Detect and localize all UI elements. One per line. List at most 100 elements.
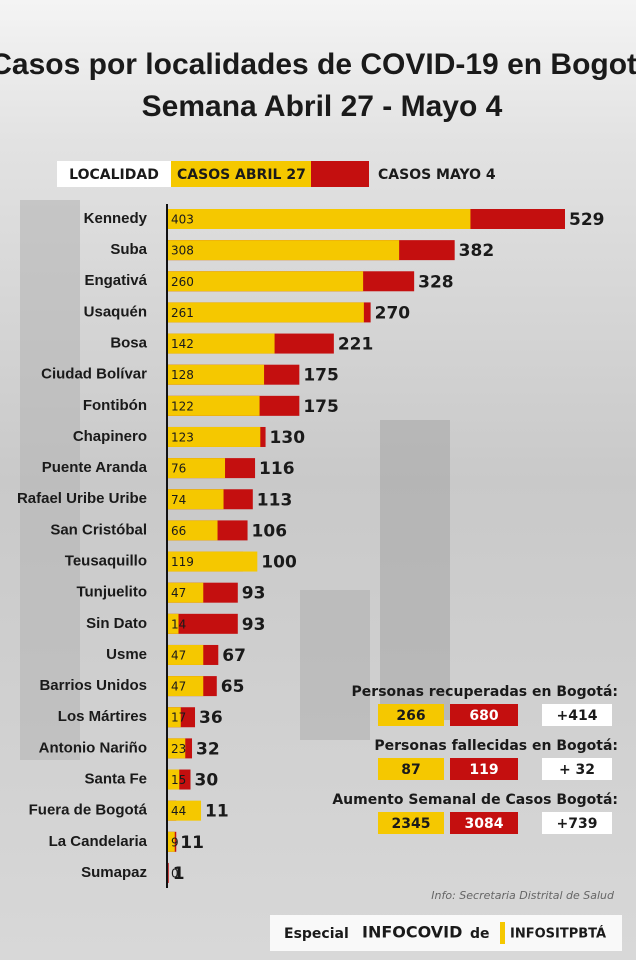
bar bbox=[168, 738, 186, 759]
bar bbox=[168, 769, 180, 790]
value-label: 0 bbox=[171, 866, 179, 880]
value-label: 11 bbox=[205, 802, 229, 822]
chart-title: Casos por localidades de COVID-19 en Bog… bbox=[0, 48, 636, 81]
stat-value: 87 bbox=[401, 762, 420, 778]
category-label: Fontibón bbox=[83, 397, 147, 414]
bar bbox=[168, 551, 258, 572]
footer-brand: INFOCOVID bbox=[362, 923, 462, 942]
value-label: 100 bbox=[261, 553, 297, 573]
category-label: Sumapaz bbox=[81, 864, 147, 881]
stat-diff: + 32 bbox=[559, 762, 595, 778]
bar bbox=[168, 800, 202, 821]
bar bbox=[168, 613, 179, 634]
bar bbox=[168, 458, 226, 479]
footer-box bbox=[270, 915, 622, 951]
stat-title: Personas recuperadas en Bogotá: bbox=[352, 684, 618, 700]
footer-partner: INFOSITPBTÁ bbox=[510, 926, 606, 942]
bar bbox=[168, 489, 224, 510]
value-label: 17 bbox=[171, 711, 186, 725]
bar bbox=[168, 209, 471, 229]
legend-label: CASOS MAYO 4 bbox=[378, 167, 496, 183]
value-label: 1 bbox=[173, 864, 185, 884]
building bbox=[300, 590, 370, 740]
value-label: 65 bbox=[221, 677, 245, 697]
bar bbox=[168, 862, 169, 883]
category-label: Suba bbox=[110, 241, 147, 258]
value-label: 36 bbox=[199, 708, 223, 728]
bar bbox=[168, 426, 261, 447]
bar bbox=[168, 676, 204, 697]
value-label: 261 bbox=[171, 306, 194, 320]
legend-swatch bbox=[171, 161, 311, 187]
stat-value: 119 bbox=[469, 762, 498, 778]
stat-box bbox=[378, 704, 444, 726]
bar bbox=[168, 613, 238, 634]
category-label: Barrios Unidos bbox=[39, 677, 147, 694]
value-label: 66 bbox=[171, 524, 186, 538]
value-label: 11 bbox=[180, 833, 204, 853]
chart-subtitle: Semana Abril 27 - Mayo 4 bbox=[142, 90, 503, 123]
stat-box bbox=[450, 704, 518, 726]
value-label: 123 bbox=[171, 430, 194, 444]
stat-box bbox=[450, 758, 518, 780]
stat-diff: +414 bbox=[557, 708, 598, 724]
bar bbox=[168, 395, 260, 416]
category-label: Tunjuelito bbox=[76, 584, 147, 601]
bar bbox=[168, 582, 204, 603]
value-label: 175 bbox=[303, 366, 339, 386]
value-label: 113 bbox=[257, 490, 293, 510]
bar bbox=[168, 364, 265, 385]
stat-title: Personas fallecidas en Bogotá: bbox=[374, 738, 618, 754]
category-label: Antonio Nariño bbox=[39, 739, 147, 756]
category-label: Sin Dato bbox=[86, 615, 147, 632]
value-label: 76 bbox=[171, 462, 186, 476]
bar bbox=[168, 707, 181, 728]
value-label: 47 bbox=[171, 680, 186, 694]
bar bbox=[168, 240, 400, 261]
value-label: 529 bbox=[569, 210, 605, 230]
value-label: 260 bbox=[171, 275, 194, 289]
value-label: 44 bbox=[171, 804, 186, 818]
value-label: 130 bbox=[270, 428, 306, 448]
bar bbox=[168, 520, 218, 541]
value-label: 14 bbox=[171, 617, 186, 631]
stat-value: 266 bbox=[396, 708, 425, 724]
legend-swatch bbox=[311, 161, 369, 187]
category-label: Chapinero bbox=[73, 428, 147, 445]
value-label: 221 bbox=[338, 335, 374, 355]
stat-value: 3084 bbox=[465, 816, 504, 832]
category-label: Santa Fe bbox=[84, 770, 147, 787]
source: Info: Secretaria Distrital de Salud bbox=[431, 889, 615, 902]
stat-box bbox=[542, 704, 612, 726]
category-label: La Candelaria bbox=[49, 833, 148, 850]
value-label: 116 bbox=[259, 459, 295, 479]
category-label: San Cristóbal bbox=[50, 521, 147, 538]
value-label: 308 bbox=[171, 244, 194, 258]
category-label: Kennedy bbox=[84, 210, 148, 227]
value-label: 119 bbox=[171, 555, 194, 569]
category-label: Ciudad Bolívar bbox=[41, 366, 147, 383]
category-label: Bosa bbox=[110, 335, 147, 352]
stat-box bbox=[450, 812, 518, 834]
stat-box bbox=[378, 758, 444, 780]
category-label: Los Mártires bbox=[58, 708, 147, 725]
bar bbox=[168, 302, 364, 323]
value-label: 47 bbox=[171, 586, 186, 600]
value-label: 328 bbox=[418, 272, 454, 292]
value-label: 122 bbox=[171, 399, 194, 413]
footer-special: Especial bbox=[284, 926, 349, 942]
category-header: LOCALIDAD bbox=[69, 167, 159, 183]
value-label: 93 bbox=[242, 615, 266, 635]
category-label: Teusaquillo bbox=[65, 553, 147, 570]
header-box bbox=[57, 161, 171, 187]
bar bbox=[168, 333, 275, 354]
value-label: 67 bbox=[222, 646, 246, 666]
value-label: 74 bbox=[171, 493, 186, 507]
category-label: Fuera de Bogotá bbox=[29, 802, 148, 819]
value-label: 9 bbox=[171, 835, 179, 849]
bar bbox=[168, 831, 175, 852]
category-label: Usme bbox=[106, 646, 147, 663]
building bbox=[380, 420, 450, 720]
